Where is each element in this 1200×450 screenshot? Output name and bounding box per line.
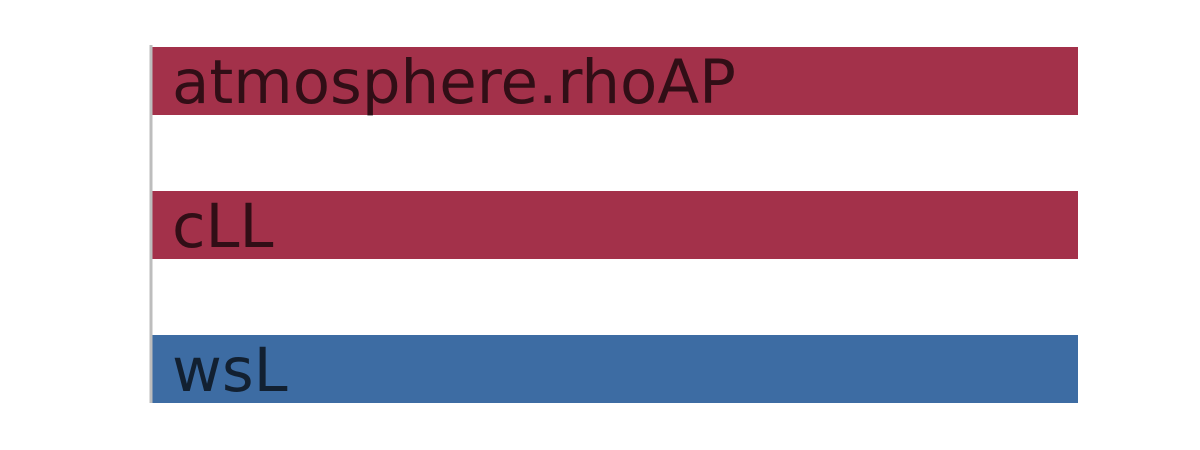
bar-group — [152, 47, 1078, 403]
bar-0 — [152, 47, 1078, 115]
bar-label-1: cLL — [172, 191, 274, 262]
bar-label-0: atmosphere.rhoAP — [172, 47, 736, 118]
bar-2 — [152, 335, 1078, 403]
bar-label-group: atmosphere.rhoAP cLL wsL — [172, 47, 736, 406]
bar-label-2: wsL — [172, 335, 288, 406]
bar-1 — [152, 191, 1078, 259]
